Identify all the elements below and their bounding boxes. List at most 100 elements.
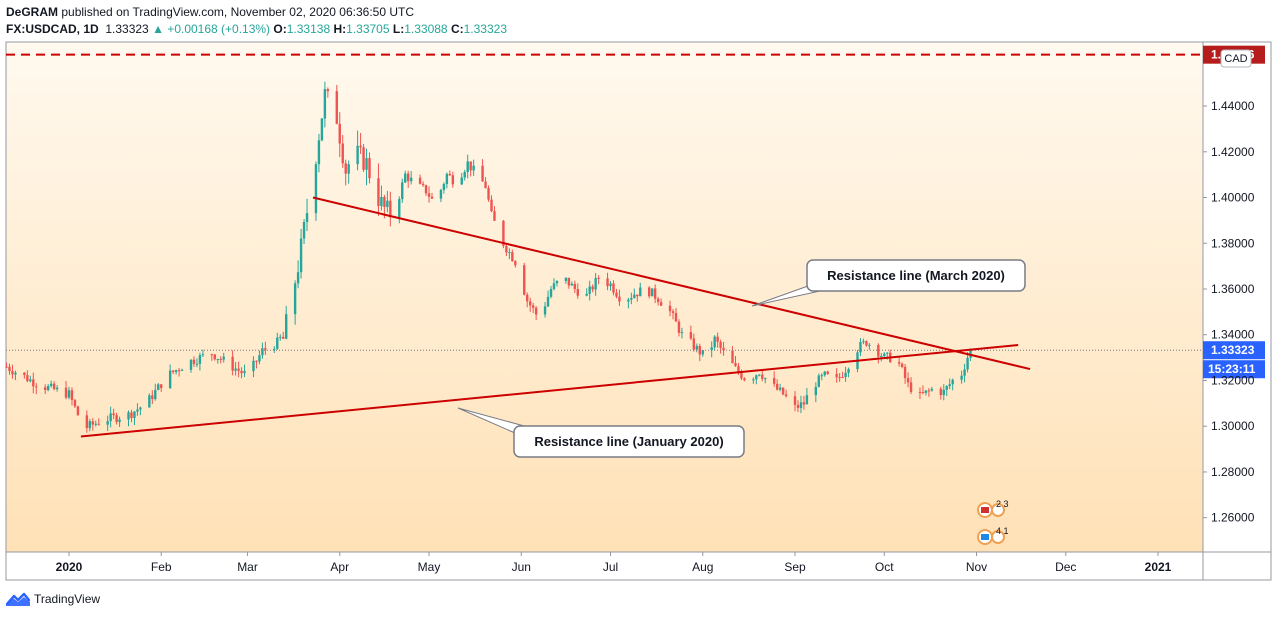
candle-body: [650, 288, 654, 297]
candle-body: [5, 366, 8, 368]
candle-body: [174, 370, 178, 373]
candle-body: [151, 395, 154, 400]
candle-body: [793, 396, 797, 405]
candle-body: [865, 341, 868, 346]
candle-body: [445, 173, 449, 185]
candle-body: [115, 415, 118, 422]
symbol-label[interactable]: FX:USDCAD, 1D: [6, 22, 99, 36]
candle-body: [633, 294, 636, 298]
candle-body: [656, 298, 660, 303]
candle-body: [264, 348, 267, 350]
candle-body: [862, 341, 865, 343]
candle-body: [171, 370, 175, 373]
up-arrow-icon: ▲: [152, 22, 164, 36]
candle-body: [802, 402, 806, 405]
candle-body: [627, 299, 630, 302]
flag-fill: [981, 534, 989, 540]
high-label: H:: [333, 22, 347, 36]
candle-body: [514, 261, 517, 266]
candle-body: [130, 412, 133, 418]
candle-body: [377, 178, 380, 207]
candle-body: [154, 389, 157, 400]
candle-body: [740, 372, 743, 379]
candle-body: [305, 213, 309, 222]
candle-body: [615, 292, 618, 297]
candle-body: [897, 362, 901, 364]
candle-body: [406, 173, 410, 182]
candle-body: [380, 196, 383, 207]
low-label: L:: [392, 22, 405, 36]
footer-brand-text: TradingView: [34, 592, 101, 606]
candle-body: [918, 392, 922, 394]
candle-body: [368, 158, 371, 179]
candle-body: [877, 344, 880, 357]
time-axis[interactable]: 2020 Feb Mar Apr May Jun Jul Aug Sep Oct Nov Dec 202…: [56, 552, 1172, 574]
candle-body: [157, 384, 160, 390]
callout-annotation: Resistance line (March 2020): [751, 259, 1026, 307]
x-tick-label: 2021: [1145, 560, 1172, 574]
flag-fill: [981, 507, 989, 513]
candle-body: [758, 374, 761, 376]
callout-box: [806, 259, 1026, 292]
candle-body: [296, 272, 300, 284]
candle-body: [570, 283, 574, 286]
candle-body: [951, 379, 954, 385]
candle-body: [398, 199, 401, 218]
candle-body: [963, 369, 966, 376]
candle-body: [94, 423, 97, 425]
change-value: +0.00168 (+0.13%): [167, 22, 271, 36]
candle-body: [817, 375, 821, 387]
candle-body: [835, 373, 838, 377]
price-axis[interactable]: 1.26000 1.28000 1.30000 1.32000 1.34000 1.360…: [1203, 99, 1255, 525]
candle-body: [844, 372, 847, 378]
candle-body: [906, 378, 910, 383]
last-price-value: 1.33323: [105, 22, 149, 36]
candle-body: [564, 277, 568, 281]
candle-body: [573, 283, 577, 290]
plot-background[interactable]: [6, 42, 1203, 552]
candle-body: [734, 363, 737, 367]
candle-body: [439, 189, 443, 199]
candle-body: [713, 336, 716, 348]
candle-body: [320, 118, 324, 141]
y-tick-label: 1.40000: [1211, 191, 1255, 205]
candle-body: [648, 287, 651, 297]
author-name[interactable]: DeGRAM: [6, 5, 59, 19]
candle-body: [585, 293, 588, 296]
candle-body: [177, 370, 181, 372]
candle-body: [523, 265, 526, 295]
footer-brand[interactable]: TradingView: [6, 592, 100, 606]
candle-body: [505, 245, 508, 253]
candle-body: [365, 158, 368, 170]
candle-body: [737, 366, 740, 373]
candle-body: [46, 386, 50, 391]
candle-body: [23, 372, 26, 376]
currency-badge[interactable]: CAD: [1220, 49, 1252, 68]
candle-body: [106, 421, 109, 425]
candle-body: [282, 336, 285, 339]
candle-body: [273, 348, 276, 350]
candle-body: [404, 173, 407, 183]
candle-body: [472, 165, 475, 171]
candle-body: [588, 286, 591, 294]
candle-body: [252, 360, 255, 372]
candle-body: [752, 379, 755, 381]
candle-body: [216, 358, 219, 360]
candle-body: [960, 375, 963, 380]
candle-body: [285, 314, 288, 339]
candle-body: [219, 358, 222, 360]
countdown-label: 15:23:11: [1208, 362, 1256, 376]
chart-frame: [5, 41, 1272, 581]
x-tick-label: Dec: [1055, 560, 1076, 574]
candle-body: [76, 406, 80, 416]
candle-body: [671, 311, 675, 313]
candle-body: [195, 363, 199, 365]
candle-body: [814, 386, 818, 396]
candle-body: [293, 283, 297, 315]
candle-body: [567, 277, 571, 286]
candle-body: [32, 379, 35, 387]
x-tick-label: Mar: [237, 560, 258, 574]
open-label: O:: [273, 22, 287, 36]
candle-body: [942, 389, 945, 396]
